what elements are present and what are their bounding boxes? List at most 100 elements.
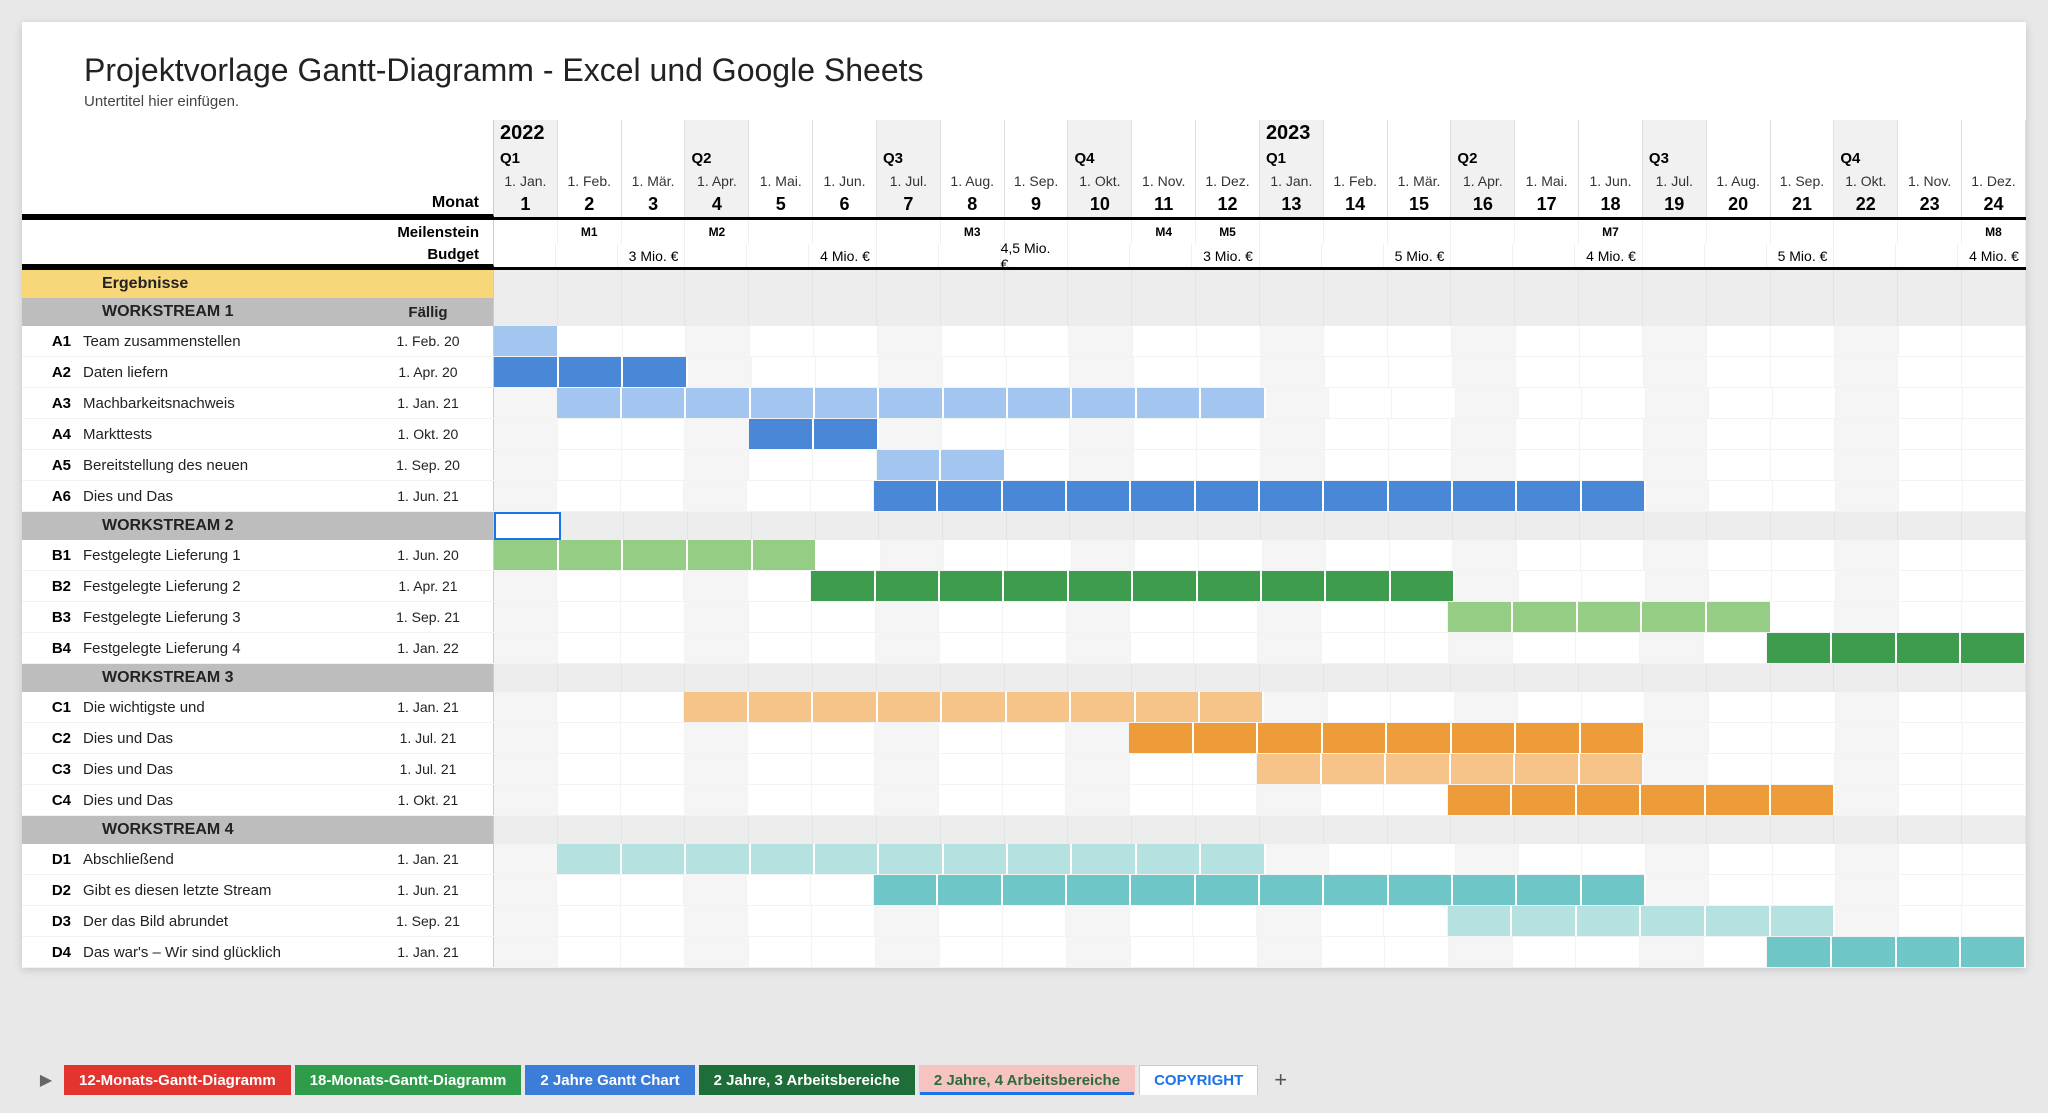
gantt-cell[interactable] bbox=[939, 244, 1001, 267]
month-number[interactable]: 8 bbox=[941, 192, 1005, 217]
gantt-cell[interactable] bbox=[748, 571, 811, 601]
gantt-cell[interactable] bbox=[1708, 754, 1772, 784]
gantt-cell[interactable] bbox=[748, 906, 812, 936]
sheet-tab[interactable]: 2 Jahre, 3 Arbeitsbereiche bbox=[699, 1065, 915, 1095]
gantt-cell[interactable] bbox=[558, 754, 622, 784]
gantt-cell[interactable] bbox=[1385, 633, 1449, 663]
sheet-tab[interactable]: 18-Monats-Gantt-Diagramm bbox=[295, 1065, 522, 1095]
gantt-cell[interactable] bbox=[685, 120, 749, 146]
gantt-bar-segment[interactable] bbox=[1386, 754, 1451, 784]
budget-value[interactable]: 4 Mio. € bbox=[1575, 244, 1643, 267]
date-label[interactable]: 1. Apr. bbox=[685, 170, 749, 192]
gantt-bar-segment[interactable] bbox=[1448, 602, 1513, 632]
gantt-bar-segment[interactable] bbox=[1453, 481, 1517, 511]
gantt-cell[interactable] bbox=[1260, 244, 1322, 267]
gantt-cell[interactable] bbox=[1067, 602, 1131, 632]
gantt-cell[interactable] bbox=[685, 633, 749, 663]
gantt-cell[interactable] bbox=[1002, 723, 1066, 753]
gantt-bar-segment[interactable] bbox=[494, 326, 559, 356]
gantt-cell[interactable] bbox=[1066, 754, 1130, 784]
date-label[interactable]: 1. Mär. bbox=[1388, 170, 1452, 192]
gantt-cell[interactable] bbox=[1007, 512, 1071, 540]
gantt-bar-segment[interactable] bbox=[879, 388, 943, 418]
gantt-cell[interactable] bbox=[685, 937, 749, 967]
gantt-cell[interactable] bbox=[1455, 571, 1518, 601]
gantt-cell[interactable] bbox=[1193, 785, 1257, 815]
gantt-cell[interactable] bbox=[1266, 844, 1329, 874]
gantt-cell[interactable] bbox=[1645, 692, 1708, 722]
gantt-cell[interactable] bbox=[814, 326, 878, 356]
gantt-cell[interactable] bbox=[558, 723, 622, 753]
gantt-cell[interactable]: 2023 bbox=[1260, 120, 1324, 146]
gantt-cell[interactable] bbox=[622, 664, 686, 692]
gantt-bar-segment[interactable] bbox=[623, 540, 688, 570]
gantt-cell[interactable] bbox=[1388, 220, 1452, 244]
gantt-cell[interactable] bbox=[749, 220, 813, 244]
gantt-cell[interactable] bbox=[685, 723, 749, 753]
gantt-cell[interactable] bbox=[1835, 450, 1899, 480]
gantt-cell[interactable] bbox=[1197, 450, 1261, 480]
gantt-cell[interactable] bbox=[1133, 326, 1197, 356]
gantt-cell[interactable] bbox=[1709, 875, 1772, 905]
gantt-cell[interactable] bbox=[1132, 270, 1196, 298]
gantt-cell[interactable] bbox=[684, 875, 747, 905]
gantt-cell[interactable] bbox=[1582, 692, 1645, 722]
gantt-cell[interactable] bbox=[939, 723, 1003, 753]
month-number[interactable]: 6 bbox=[813, 192, 877, 217]
gantt-bar-segment[interactable] bbox=[1580, 754, 1645, 784]
gantt-cell[interactable] bbox=[816, 512, 880, 540]
gantt-cell[interactable] bbox=[1834, 664, 1898, 692]
gantt-cell[interactable] bbox=[1962, 816, 2026, 844]
gantt-cell[interactable] bbox=[686, 326, 750, 356]
gantt-cell[interactable] bbox=[624, 512, 688, 540]
gantt-cell[interactable] bbox=[1449, 937, 1513, 967]
month-number[interactable]: 3 bbox=[622, 192, 686, 217]
gantt-cell[interactable] bbox=[559, 326, 623, 356]
gantt-cell[interactable] bbox=[1389, 450, 1453, 480]
gantt-bar-segment[interactable] bbox=[876, 571, 940, 601]
gantt-cell[interactable] bbox=[1329, 388, 1392, 418]
gantt-cell[interactable] bbox=[494, 875, 557, 905]
gantt-cell[interactable] bbox=[684, 481, 747, 511]
month-number[interactable]: 5 bbox=[749, 192, 813, 217]
gantt-cell[interactable] bbox=[558, 270, 622, 298]
gantt-cell[interactable] bbox=[1515, 298, 1579, 326]
gantt-cell[interactable] bbox=[1453, 357, 1517, 387]
month-number[interactable]: 19 bbox=[1643, 192, 1707, 217]
budget-value[interactable]: 3 Mio. € bbox=[618, 244, 686, 267]
month-number[interactable]: 9 bbox=[1005, 192, 1069, 217]
gantt-cell[interactable] bbox=[1899, 785, 1963, 815]
gantt-bar-segment[interactable] bbox=[1897, 937, 1962, 967]
gantt-cell[interactable]: 2022 bbox=[494, 120, 558, 146]
gantt-bar-segment[interactable] bbox=[1582, 875, 1646, 905]
month-number[interactable]: 1 bbox=[494, 192, 558, 217]
gantt-cell[interactable] bbox=[1898, 146, 1962, 170]
gantt-cell[interactable] bbox=[1515, 270, 1579, 298]
gantt-cell[interactable] bbox=[942, 419, 1006, 449]
gantt-cell[interactable] bbox=[1771, 664, 1835, 692]
sheet-tab[interactable]: 12-Monats-Gantt-Diagramm bbox=[64, 1065, 291, 1095]
gantt-cell[interactable] bbox=[1898, 357, 1962, 387]
gantt-cell[interactable] bbox=[1258, 633, 1322, 663]
gantt-bar-segment[interactable] bbox=[1515, 754, 1580, 784]
gantt-cell[interactable] bbox=[1134, 450, 1198, 480]
gantt-cell[interactable] bbox=[1835, 906, 1899, 936]
gantt-cell[interactable] bbox=[556, 244, 618, 267]
gantt-cell[interactable] bbox=[1321, 602, 1385, 632]
milestone-marker[interactable]: M5 bbox=[1196, 220, 1260, 244]
gantt-cell[interactable] bbox=[1834, 298, 1898, 326]
gantt-cell[interactable] bbox=[942, 326, 1006, 356]
sheet-tab[interactable]: COPYRIGHT bbox=[1139, 1065, 1258, 1095]
month-number[interactable]: 18 bbox=[1579, 192, 1643, 217]
month-number[interactable]: 4 bbox=[685, 192, 749, 217]
gantt-bar-segment[interactable] bbox=[1137, 388, 1201, 418]
gantt-bar-segment[interactable] bbox=[1003, 481, 1067, 511]
gantt-cell[interactable] bbox=[494, 664, 558, 692]
gantt-cell[interactable] bbox=[1898, 120, 1962, 146]
gantt-bar-segment[interactable] bbox=[623, 357, 688, 387]
gantt-cell[interactable] bbox=[1707, 326, 1771, 356]
gantt-bar-segment[interactable] bbox=[1832, 633, 1897, 663]
gantt-cell[interactable] bbox=[1449, 633, 1513, 663]
gantt-cell[interactable] bbox=[1388, 326, 1452, 356]
gantt-bar-segment[interactable] bbox=[1324, 875, 1388, 905]
